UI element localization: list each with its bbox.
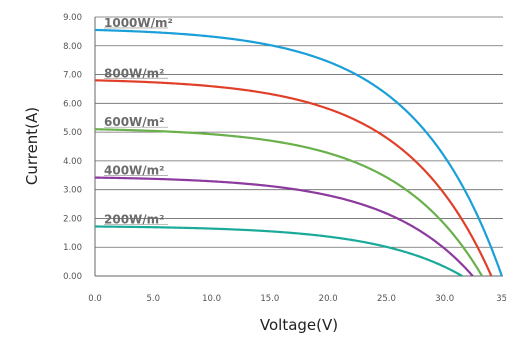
series-label-2: 600W/m² [104, 115, 164, 129]
x-tick-label-5: 25.0 [377, 294, 396, 304]
series-label-4: 200W/m² [104, 213, 164, 227]
y-tick-label-9: 9.00 [63, 13, 82, 23]
y-tick-label-5: 5.00 [63, 128, 82, 138]
series-labels: 1000W/m² 800W/m² 600W/m² 400W/m² 200W/m² [104, 16, 173, 227]
y-tick-label-3: 3.00 [63, 186, 82, 196]
series-line-0 [94, 28, 503, 277]
y-tick-label-1: 1.00 [63, 243, 82, 253]
y-tick-label-8: 8.00 [63, 42, 82, 52]
series-line-2 [94, 128, 483, 277]
axes [94, 17, 503, 277]
x-tick-labels: 0.0 5.0 10.0 15.0 20.0 25.0 30.0 35. [88, 294, 506, 304]
x-tick-label-6: 30.0 [435, 294, 454, 304]
series-label-0: 1000W/m² [104, 16, 173, 30]
y-tick-label-6: 6.00 [63, 99, 82, 109]
series-label-1: 800W/m² [104, 66, 164, 80]
y-tick-label-4: 4.00 [63, 157, 82, 167]
series-line-4 [94, 225, 463, 277]
series-label-3: 400W/m² [104, 164, 164, 178]
x-tick-label-7: 35. [496, 294, 506, 304]
y-tick-label-0: 0.00 [63, 272, 82, 282]
y-tick-label-7: 7.00 [63, 71, 82, 81]
x-tick-label-3: 15.0 [260, 294, 279, 304]
x-tick-label-0: 0.0 [88, 294, 102, 304]
x-axis-title: Voltage(V) [260, 316, 338, 334]
x-tick-label-4: 20.0 [319, 294, 338, 304]
series-line-3 [94, 176, 474, 277]
x-tick-label-2: 10.0 [202, 294, 221, 304]
y-tick-labels: 0.00 1.00 2.00 3.00 4.00 5.00 6.00 7.00 8.00 9.00 [63, 13, 82, 282]
y-tick-label-2: 2.00 [63, 214, 82, 224]
series-lines [94, 28, 503, 277]
x-tick-label-1: 5.0 [147, 294, 161, 304]
y-axis-title: Current(A) [23, 107, 41, 185]
series-line-1 [94, 79, 493, 277]
